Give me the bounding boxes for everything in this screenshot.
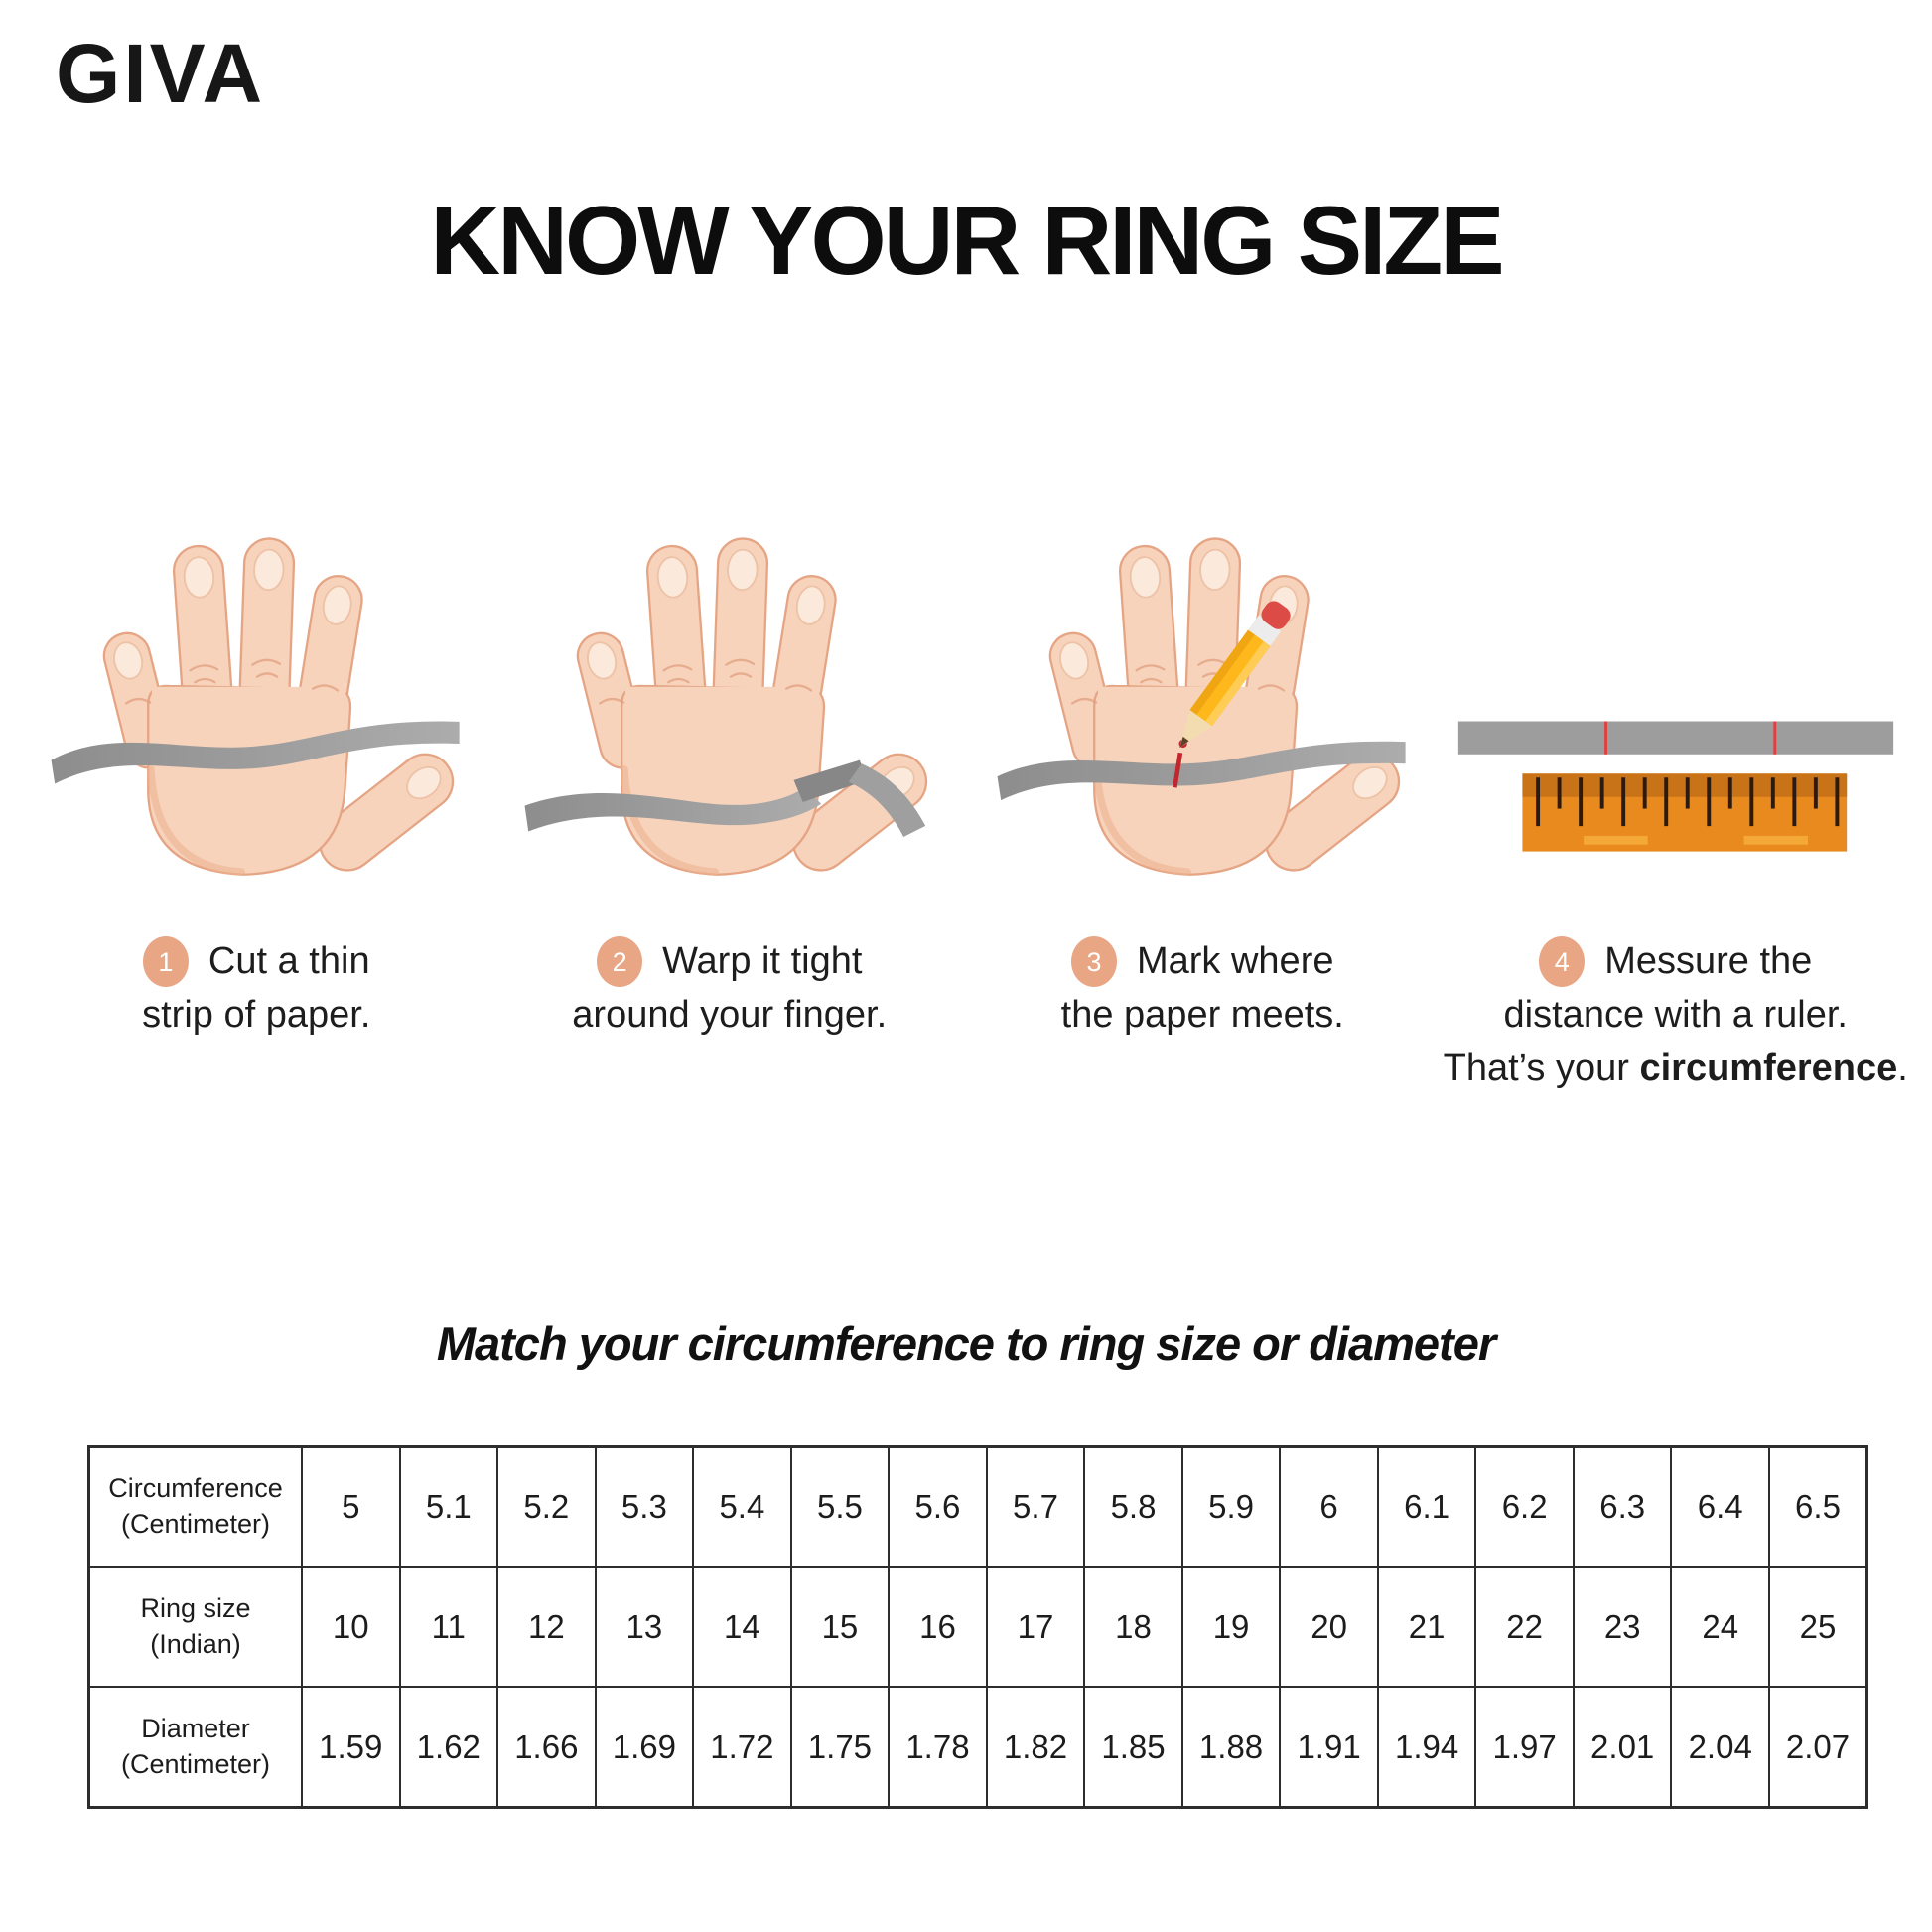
match-section-heading: Match your circumference to ring size or… [436,1317,1496,1370]
hand-icon [524,433,940,913]
step-4-caption: 4 Messure the distance with a ruler. Tha… [1444,935,1908,1096]
table-cell: 14 [692,1566,792,1688]
step-1-line1: Cut a thin [207,940,370,982]
table-cell: 1.75 [789,1686,891,1809]
table-cell: 1.59 [301,1686,401,1809]
ring-size-table-body: Circumference (Centimeter) 5 5.1 5.2 5.3 5.4 5.… [87,1445,1868,1809]
step-1-caption: 1 Cut a thin strip of paper. [142,935,370,1042]
table-cell: 12 [496,1566,597,1688]
step-3-line2: the paper meets. [1060,993,1344,1035]
table-cell: 1.94 [1376,1686,1477,1809]
table-cell: 5.7 [985,1445,1086,1568]
ruler-illustration [1457,721,1893,852]
row-label: Circumference (Centimeter) [87,1445,303,1568]
paper-strip-icon [51,721,460,784]
table-cell: 1.88 [1180,1686,1282,1809]
step-3-art [966,417,1440,913]
table-cell: 5.6 [888,1445,988,1568]
table-cell: 5.2 [496,1445,597,1568]
step-3-line1: Mark where [1136,940,1334,982]
table-cell: 5.5 [789,1445,891,1568]
table-cell: 1.62 [398,1686,499,1809]
table-cell: 11 [398,1566,499,1688]
table-cell: 1.82 [985,1686,1086,1809]
table-cell: 1.78 [888,1686,988,1809]
step-number-badge: 3 [1070,936,1117,988]
row-label: Ring size (Indian) [87,1566,303,1688]
table-cell: 5.4 [692,1445,792,1568]
step-3: 3 Mark where the paper meets. [966,417,1440,1096]
table-cell: 20 [1279,1566,1379,1688]
paper-strip-icon [997,741,1406,801]
table-cell: 6.5 [1767,1445,1868,1568]
step-2-line2: around your finger. [572,993,888,1035]
step-1-line2: strip of paper. [142,993,371,1035]
table-cell: 1.66 [496,1686,597,1809]
table-row: Diameter (Centimeter) 1.59 1.62 1.66 1.69 1.72… [87,1686,1868,1809]
paper-strip-icon [524,759,926,837]
table-cell: 15 [789,1566,891,1688]
ruler-icon [1522,773,1847,852]
step-1: 1 Cut a thin strip of paper. [20,417,493,1096]
table-cell: 2.07 [1767,1686,1868,1809]
table-cell: 5.1 [398,1445,499,1568]
table-cell: 24 [1670,1566,1770,1688]
pencil-icon [1179,601,1291,749]
table-cell: 1.72 [692,1686,792,1809]
row-label: Diameter (Centimeter) [87,1686,303,1809]
table-cell: 1.85 [1083,1686,1183,1809]
table-cell: 1.97 [1474,1686,1575,1809]
table-cell: 6.1 [1376,1445,1477,1568]
hand-icon [997,433,1413,913]
table-cell: 16 [888,1566,988,1688]
table-cell: 22 [1474,1566,1575,1688]
step-2-line1: Warp it tight [662,940,863,982]
step-2-caption: 2 Warp it tight around your finger. [572,935,887,1042]
table-cell: 21 [1376,1566,1477,1688]
steps-row: 1 Cut a thin strip of paper. [20,417,1912,1096]
table-row: Circumference (Centimeter) 5 5.1 5.2 5.3 5.4 5.… [87,1445,1868,1568]
size-table-wrap: Circumference (Centimeter) 5 5.1 5.2 5.3 5.4 5.… [87,1445,1868,1809]
table-cell: 2.01 [1572,1686,1673,1809]
table-cell: 25 [1767,1566,1868,1688]
step-2: 2 Warp it tight around your finger. [493,417,967,1096]
table-cell: 5.3 [594,1445,695,1568]
step-4-line3: That’s your circumference. [1443,1046,1908,1089]
step-4-line2: distance with a ruler. [1503,993,1848,1035]
table-cell: 5.8 [1083,1445,1183,1568]
step-3-caption: 3 Mark where the paper meets. [1061,935,1344,1042]
table-cell: 18 [1083,1566,1183,1688]
step-number-badge: 2 [597,936,643,988]
table-cell: 6.2 [1474,1445,1575,1568]
step-4: 4 Messure the distance with a ruler. Tha… [1440,417,1913,1096]
page-title: KNOW YOUR RING SIZE [430,186,1504,295]
table-cell: 13 [594,1566,695,1688]
table-cell: 19 [1180,1566,1282,1688]
step-4-art [1440,417,1913,913]
step-number-badge: 4 [1539,936,1586,988]
step-number-badge: 1 [142,936,189,988]
table-cell: 1.69 [594,1686,695,1809]
table-cell: 10 [301,1566,401,1688]
ring-size-table: Circumference (Centimeter) 5 5.1 5.2 5.3 5.4 5.… [87,1445,1868,1809]
table-cell: 6 [1279,1445,1379,1568]
table-cell: 2.04 [1670,1686,1770,1809]
step-4-line1: Messure the [1604,940,1813,982]
step-2-art [493,417,967,913]
table-cell: 5.9 [1180,1445,1282,1568]
step-1-art [20,417,493,913]
table-cell: 1.91 [1279,1686,1379,1809]
brand-logo: GIVA [56,27,266,120]
table-cell: 6.4 [1670,1445,1770,1568]
table-cell: 6.3 [1572,1445,1673,1568]
table-cell: 17 [985,1566,1086,1688]
table-cell: 5 [301,1445,401,1568]
table-row: Ring size (Indian) 10 11 12 13 14 15 16 17 18 19 20 2… [87,1566,1868,1688]
table-cell: 23 [1572,1566,1673,1688]
paper-strip-icon [1457,721,1893,755]
hand-icon [51,433,467,913]
